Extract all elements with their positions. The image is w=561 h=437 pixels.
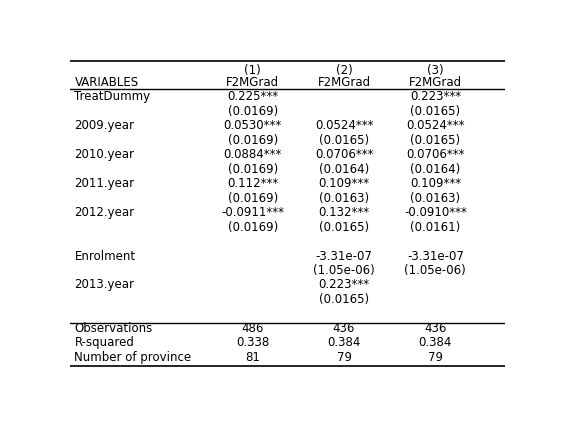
Text: (0.0169): (0.0169) xyxy=(228,163,278,176)
Text: 2010.year: 2010.year xyxy=(75,148,135,161)
Text: F2MGrad: F2MGrad xyxy=(409,76,462,89)
Text: 79: 79 xyxy=(428,351,443,364)
Text: (0.0161): (0.0161) xyxy=(410,221,461,234)
Text: 2011.year: 2011.year xyxy=(75,177,135,190)
Text: 436: 436 xyxy=(333,322,355,335)
Text: 0.384: 0.384 xyxy=(419,336,452,349)
Text: 0.338: 0.338 xyxy=(236,336,269,349)
Text: -0.0910***: -0.0910*** xyxy=(404,206,467,219)
Text: 2013.year: 2013.year xyxy=(75,278,135,291)
Text: 0.384: 0.384 xyxy=(328,336,361,349)
Text: 0.223***: 0.223*** xyxy=(319,278,370,291)
Text: 0.0524***: 0.0524*** xyxy=(406,119,465,132)
Text: -0.0911***: -0.0911*** xyxy=(221,206,284,219)
Text: TreatDummy: TreatDummy xyxy=(75,90,150,104)
Text: (0.0165): (0.0165) xyxy=(410,134,461,147)
Text: (3): (3) xyxy=(427,64,444,77)
Text: (0.0165): (0.0165) xyxy=(319,293,369,306)
Text: (0.0169): (0.0169) xyxy=(228,221,278,234)
Text: 0.0706***: 0.0706*** xyxy=(315,148,373,161)
Text: 2009.year: 2009.year xyxy=(75,119,135,132)
Text: Observations: Observations xyxy=(75,322,153,335)
Text: 0.0884***: 0.0884*** xyxy=(223,148,282,161)
Text: 0.109***: 0.109*** xyxy=(410,177,461,190)
Text: 0.0706***: 0.0706*** xyxy=(406,148,465,161)
Text: (0.0169): (0.0169) xyxy=(228,192,278,205)
Text: (0.0169): (0.0169) xyxy=(228,134,278,147)
Text: R-squared: R-squared xyxy=(75,336,134,349)
Text: 0.223***: 0.223*** xyxy=(410,90,461,104)
Text: Number of province: Number of province xyxy=(75,351,192,364)
Text: (0.0165): (0.0165) xyxy=(319,134,369,147)
Text: 0.0530***: 0.0530*** xyxy=(224,119,282,132)
Text: (0.0165): (0.0165) xyxy=(319,221,369,234)
Text: 81: 81 xyxy=(245,351,260,364)
Text: 0.132***: 0.132*** xyxy=(319,206,370,219)
Text: 0.225***: 0.225*** xyxy=(227,90,278,104)
Text: (1): (1) xyxy=(245,64,261,77)
Text: -3.31e-07: -3.31e-07 xyxy=(407,250,464,263)
Text: (0.0163): (0.0163) xyxy=(410,192,461,205)
Text: 436: 436 xyxy=(424,322,447,335)
Text: (0.0163): (0.0163) xyxy=(319,192,369,205)
Text: 0.109***: 0.109*** xyxy=(319,177,370,190)
Text: (0.0164): (0.0164) xyxy=(319,163,369,176)
Text: F2MGrad: F2MGrad xyxy=(226,76,279,89)
Text: (1.05e-06): (1.05e-06) xyxy=(404,264,466,277)
Text: (0.0165): (0.0165) xyxy=(410,105,461,118)
Text: F2MGrad: F2MGrad xyxy=(318,76,371,89)
Text: 79: 79 xyxy=(337,351,352,364)
Text: 486: 486 xyxy=(242,322,264,335)
Text: 0.0524***: 0.0524*** xyxy=(315,119,373,132)
Text: VARIABLES: VARIABLES xyxy=(75,76,139,89)
Text: Enrolment: Enrolment xyxy=(75,250,136,263)
Text: (1.05e-06): (1.05e-06) xyxy=(313,264,375,277)
Text: 2012.year: 2012.year xyxy=(75,206,135,219)
Text: -3.31e-07: -3.31e-07 xyxy=(316,250,373,263)
Text: (2): (2) xyxy=(335,64,352,77)
Text: (0.0169): (0.0169) xyxy=(228,105,278,118)
Text: (0.0164): (0.0164) xyxy=(410,163,461,176)
Text: 0.112***: 0.112*** xyxy=(227,177,278,190)
